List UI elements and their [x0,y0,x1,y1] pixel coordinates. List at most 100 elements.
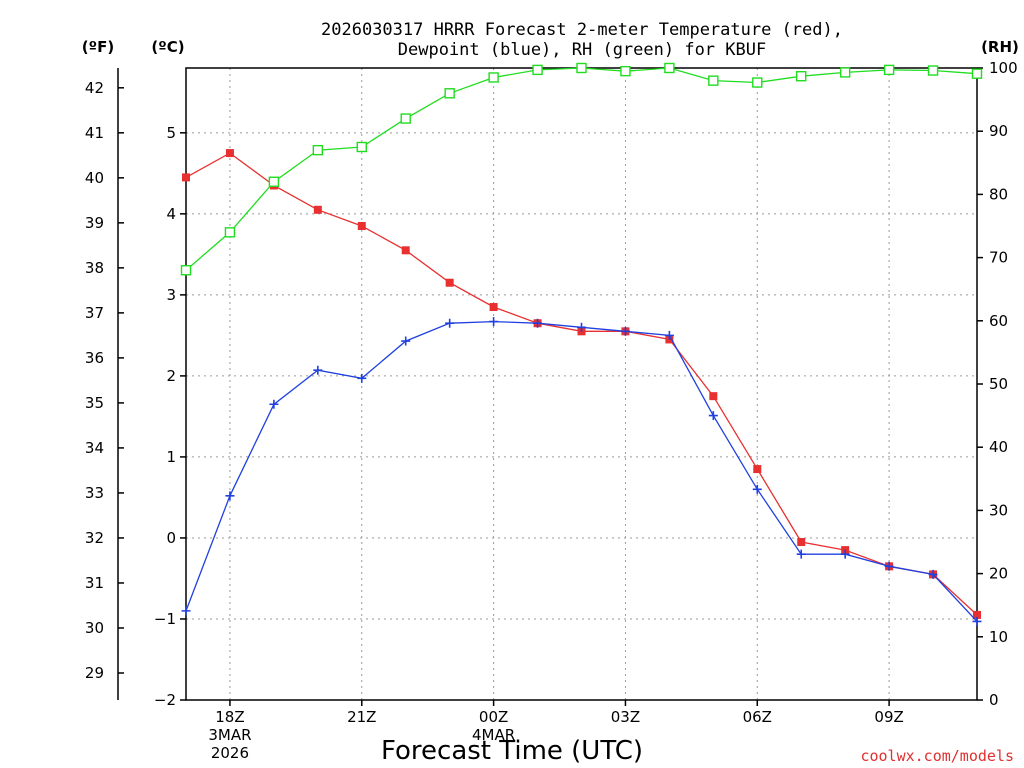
dewpoint-point [269,399,279,409]
celsius-tick-label: 4 [166,205,176,223]
dewpoint-point [928,569,938,579]
temperature-point [357,222,366,230]
rh-tick-label: 0 [989,691,999,709]
rh-tick-label: 80 [989,185,1008,203]
dewpoint-point [664,330,674,340]
fahrenheit-tick-label: 40 [85,169,104,187]
rh-tick-label: 50 [989,375,1008,393]
dewpoint-point [445,318,455,328]
time-tick-label: 09Z [874,708,903,726]
relative-humidity-point [971,68,983,79]
celsius-axis: −2 −1 0 1 2 3 4 5 [154,124,186,709]
dewpoint-point [577,322,586,332]
fahrenheit-axis: 29 30 31 32 33 34 35 36 37 38 39 40 41 42 [85,79,124,682]
relative-humidity-point [356,141,367,153]
dewpoint-series [181,317,982,626]
dewpoint-point [708,411,718,421]
rh-tick-label: 70 [989,249,1008,267]
temperature-point [753,465,762,474]
time-tick-label: 18Z [215,708,244,726]
credit-text: coolwx.com/models [860,747,1014,765]
relative-humidity-point [796,71,807,82]
fahrenheit-tick-label: 30 [85,619,104,637]
temperature-point [182,173,190,182]
celsius-tick-label: −1 [154,610,176,628]
relative-humidity-series [180,62,983,276]
relative-humidity-point [224,227,236,238]
celsius-unit-label: (ºC) [151,38,184,56]
relative-humidity-point [312,144,324,156]
chart-title-line-1: 2026030317 HRRR Forecast 2-meter Tempera… [321,20,843,40]
rh-tick-label: 40 [989,438,1008,456]
relative-humidity-point [752,77,763,88]
chart-title: 2026030317 HRRR Forecast 2-meter Tempera… [321,20,843,60]
temperature-point [401,246,410,255]
relative-humidity-point [839,67,851,78]
chart-title-line-2: Dewpoint (blue), RH (green) for KBUF [398,40,766,60]
relative-humidity-point [883,64,895,76]
celsius-tick-label: −2 [154,691,176,709]
relative-humidity-point [576,62,587,74]
time-date-label: 3MAR [208,726,251,744]
dewpoint-point [357,373,367,383]
rh-axis: 0 10 20 30 40 50 60 70 80 90 100 [977,59,1018,709]
celsius-tick-label: 3 [166,286,176,304]
temperature-point [973,610,981,619]
relative-humidity-point [532,64,543,76]
fahrenheit-unit-label: (ºF) [82,38,114,56]
grid-lines [186,68,977,701]
plot-frame [185,67,978,701]
relative-humidity-line [185,67,978,271]
time-tick-label: 00Z [479,708,508,726]
dewpoint-point [972,616,982,626]
fahrenheit-tick-label: 36 [85,349,104,367]
relative-humidity-point [444,88,455,99]
relative-humidity-point [268,176,280,187]
relative-humidity-point [708,75,719,86]
time-tick-label: 21Z [347,708,376,726]
celsius-tick-label: 2 [166,367,176,385]
dewpoint-point [313,365,323,375]
rh-tick-label: 10 [989,628,1008,646]
fahrenheit-tick-label: 38 [85,259,104,277]
dewpoint-point [752,484,762,494]
fahrenheit-tick-label: 37 [85,304,104,322]
relative-humidity-point [927,65,939,76]
celsius-tick-label: 5 [166,124,176,142]
rh-tick-label: 60 [989,312,1008,330]
celsius-tick-label: 1 [166,448,176,466]
temperature-point [445,278,454,287]
relative-humidity-point [664,62,675,74]
fahrenheit-tick-label: 35 [85,394,104,412]
dewpoint-point [401,336,411,346]
time-tick-label: 03Z [611,708,640,726]
fahrenheit-tick-label: 32 [85,529,104,547]
fahrenheit-tick-label: 34 [85,439,104,457]
rh-tick-label: 90 [989,122,1008,140]
dewpoint-line [185,320,978,622]
rh-tick-label: 20 [989,565,1008,583]
time-date-label: 2026 [211,744,249,762]
temperature-line [185,152,978,616]
fahrenheit-tick-label: 41 [85,124,104,142]
celsius-tick-label: 0 [166,529,176,547]
x-axis-title: Forecast Time (UTC) [381,736,643,766]
temperature-point [313,205,322,214]
fahrenheit-tick-label: 39 [85,214,104,232]
relative-humidity-point [400,113,411,124]
fahrenheit-tick-label: 33 [85,484,104,502]
series-layer [180,62,983,626]
relative-humidity-point [488,72,499,83]
time-tick-label: 06Z [743,708,772,726]
dewpoint-point [489,317,499,327]
temperature-series [182,149,981,619]
dewpoint-point [533,318,543,328]
dewpoint-point [181,606,191,616]
fahrenheit-tick-label: 31 [85,574,104,592]
relative-humidity-point [620,65,631,77]
temperature-point [225,149,234,158]
temperature-point [709,392,718,401]
rh-tick-label: 100 [989,59,1018,77]
